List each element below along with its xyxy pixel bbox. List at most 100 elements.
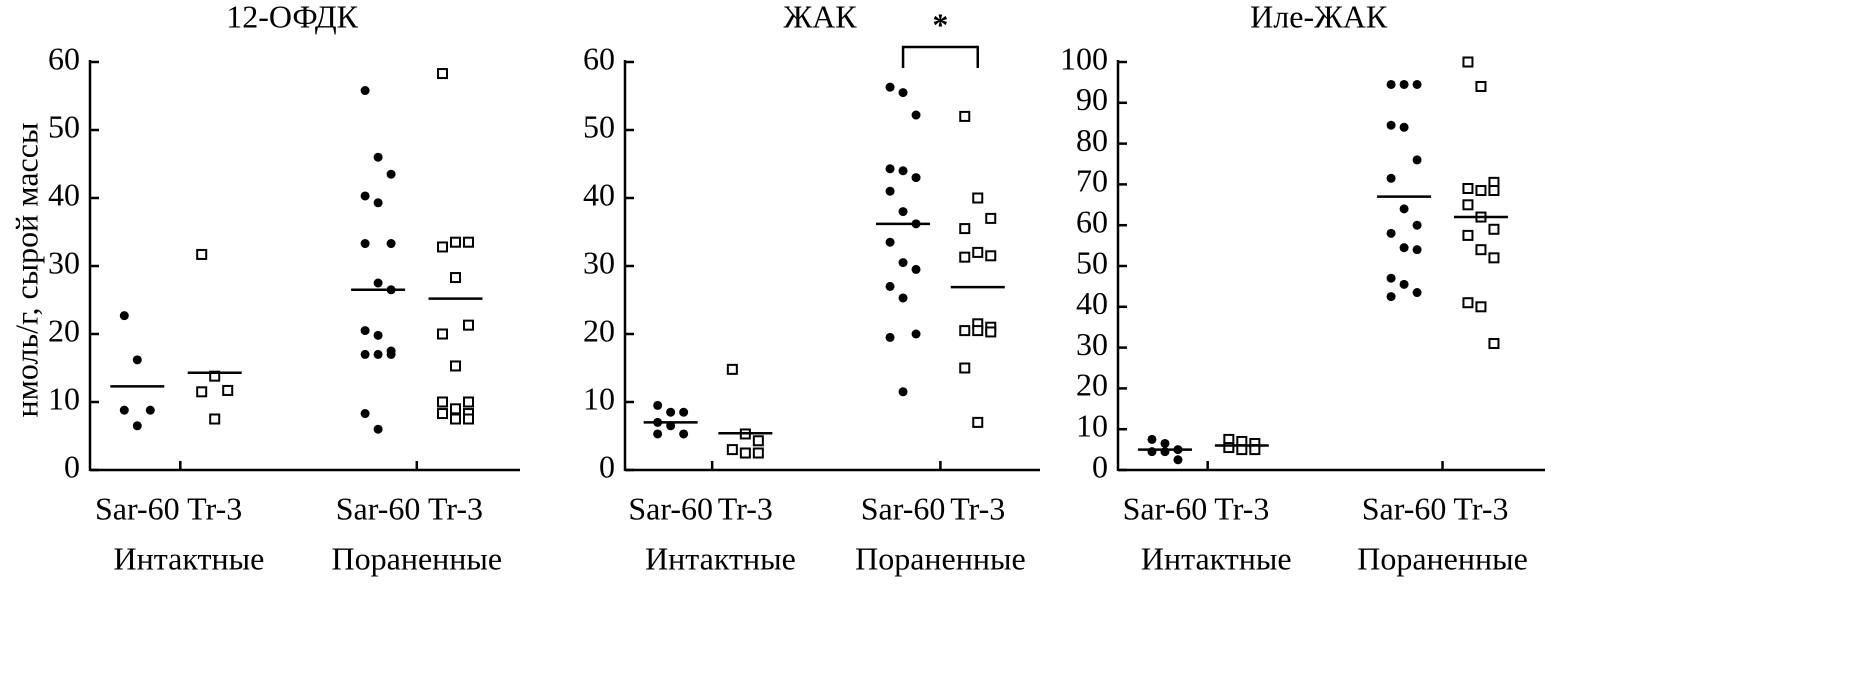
point [1488,338,1500,350]
y-tick-label: 40 [583,176,615,212]
point [898,387,908,397]
point [1147,434,1157,444]
group-label: Пораненные [1357,540,1528,576]
point [985,326,997,338]
point [885,332,895,342]
point [360,239,370,249]
point [360,326,370,336]
point [1488,252,1500,264]
y-axis-label: нмоль/г, сырой массы [8,123,44,418]
point [666,407,676,417]
point [885,281,895,291]
y-tick-label: 100 [1060,40,1108,76]
y-tick-label: 10 [1076,408,1108,444]
point [437,241,448,253]
y-tick-label: 20 [1076,367,1108,403]
point [1223,442,1235,454]
point [972,246,984,258]
point [726,444,738,456]
y-tick-label: 0 [1092,448,1108,484]
point [911,173,921,183]
point [985,250,997,262]
point [959,325,971,337]
point [386,239,396,249]
point [885,82,895,92]
point [1399,122,1409,132]
point [898,166,908,176]
significance-bracket [901,45,979,68]
y-tick-label: 60 [1076,204,1108,240]
point [196,248,208,260]
point [132,355,142,365]
point [360,86,370,96]
point [222,384,234,396]
point [726,363,738,375]
y-tick-label: 50 [583,108,615,144]
point [1475,301,1487,313]
x-tick-label: Sar-60 [95,490,180,526]
y-tick-label: 40 [48,176,80,212]
point [1412,245,1422,255]
point [959,362,971,374]
point [373,424,383,434]
group-label: Пораненные [855,540,1026,576]
x-tick-label: Tr-3 [187,490,242,526]
point [119,311,129,321]
point [885,164,895,174]
point [1386,173,1396,183]
point [911,329,921,339]
point [1462,297,1474,309]
y-tick-label: 20 [583,312,615,348]
x-tick-label: Tr-3 [718,490,773,526]
x-tick-label: Sar-60 [628,490,713,526]
point [437,68,448,80]
chart-title: ЖАК [783,0,857,34]
point [1462,56,1474,68]
point [1386,273,1396,283]
x-tick-label: Tr-3 [1453,490,1508,526]
point [196,386,208,398]
point [1462,229,1474,241]
point [1386,292,1396,302]
chart-title: 12-ОФДК [226,0,358,34]
y-tick-label: 50 [1076,244,1108,280]
significance-label: * [932,6,948,42]
point [911,110,921,120]
point [1488,185,1500,197]
point [972,416,984,428]
point [898,293,908,303]
point [985,212,997,224]
point [463,236,474,248]
point [450,272,461,284]
point [653,400,663,410]
point [885,237,895,247]
y-tick-label: 30 [1076,326,1108,362]
point [386,349,396,359]
point [450,403,461,415]
y-tick-label: 70 [1076,163,1108,199]
x-tick-label: Sar-60 [1362,490,1447,526]
y-tick-label: 60 [48,40,80,76]
point [898,207,908,217]
point [1412,220,1422,230]
point [885,186,895,196]
point [1462,182,1474,194]
point [145,405,155,415]
x-tick-label: Tr-3 [1214,490,1269,526]
point [119,405,129,415]
y-tick-label: 50 [48,108,80,144]
point [959,110,971,122]
point [450,413,461,425]
point [752,435,764,447]
point [959,223,971,235]
point [898,258,908,268]
point [360,349,370,359]
point [1412,79,1422,89]
point [209,413,221,425]
point [132,421,142,431]
y-tick-label: 40 [1076,285,1108,321]
point [679,429,689,439]
point [437,328,448,340]
y-tick-label: 0 [64,448,80,484]
point [679,407,689,417]
